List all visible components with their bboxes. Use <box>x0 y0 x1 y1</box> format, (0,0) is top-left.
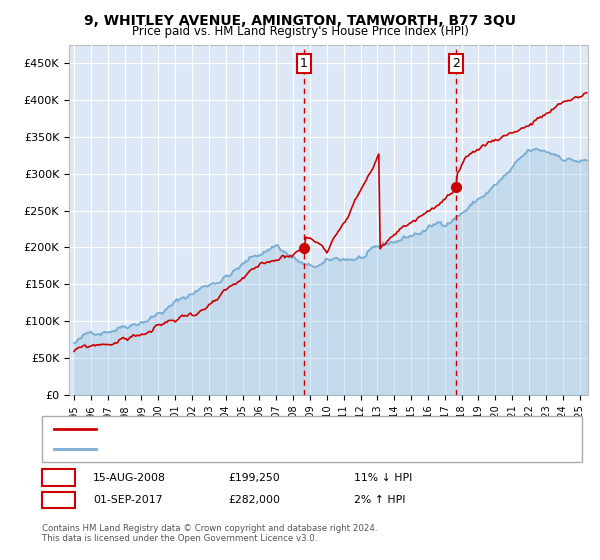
Text: Contains HM Land Registry data © Crown copyright and database right 2024.
This d: Contains HM Land Registry data © Crown c… <box>42 524 377 543</box>
Text: £282,000: £282,000 <box>228 495 280 505</box>
Text: £199,250: £199,250 <box>228 473 280 483</box>
Bar <box>304 45 456 395</box>
Text: 1: 1 <box>300 57 308 70</box>
Text: Price paid vs. HM Land Registry's House Price Index (HPI): Price paid vs. HM Land Registry's House … <box>131 25 469 38</box>
Text: 01-SEP-2017: 01-SEP-2017 <box>93 495 163 505</box>
Text: 2% ↑ HPI: 2% ↑ HPI <box>354 495 406 505</box>
Text: 2: 2 <box>452 57 460 70</box>
Text: HPI: Average price, detached house, Tamworth: HPI: Average price, detached house, Tamw… <box>105 444 338 454</box>
Text: 11% ↓ HPI: 11% ↓ HPI <box>354 473 412 483</box>
Text: 1: 1 <box>54 471 62 484</box>
Text: 2: 2 <box>54 493 62 507</box>
Text: 9, WHITLEY AVENUE, AMINGTON, TAMWORTH, B77 3QU (detached house): 9, WHITLEY AVENUE, AMINGTON, TAMWORTH, B… <box>105 424 472 434</box>
Text: 15-AUG-2008: 15-AUG-2008 <box>93 473 166 483</box>
Text: 9, WHITLEY AVENUE, AMINGTON, TAMWORTH, B77 3QU: 9, WHITLEY AVENUE, AMINGTON, TAMWORTH, B… <box>84 14 516 28</box>
